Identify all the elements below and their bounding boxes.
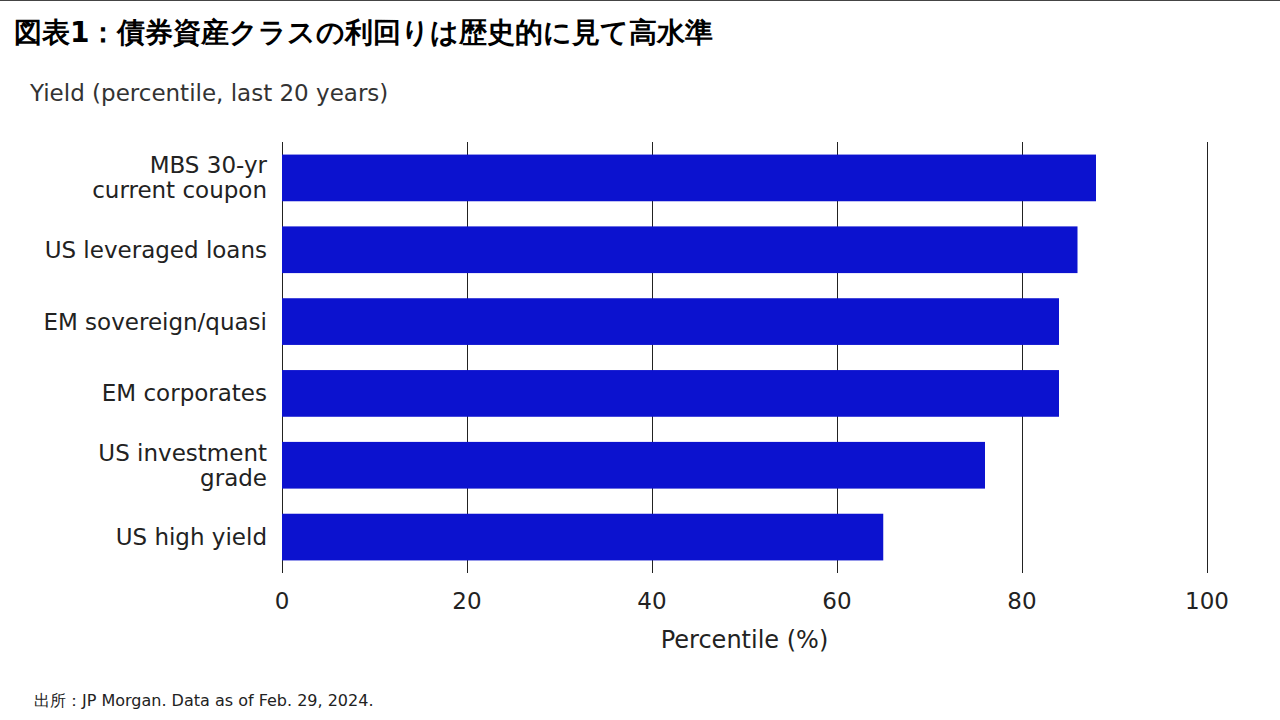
source-note: 出所：JP Morgan. Data as of Feb. 29, 2024. <box>34 691 373 710</box>
grid-line <box>1022 142 1023 573</box>
bars <box>282 155 1096 561</box>
x-axis-label: Percentile (%) <box>661 626 829 654</box>
bar <box>282 155 1096 202</box>
category-label: MBS 30-yrcurrent coupon <box>92 152 267 203</box>
tick-label: 60 <box>822 588 851 614</box>
axis-line <box>282 142 283 573</box>
grid <box>283 142 1208 573</box>
tick-label: 20 <box>452 588 481 614</box>
grid-line <box>837 142 838 573</box>
title: 図表1：債券資産クラスの利回りは歴史的に見て高水準 <box>14 16 713 49</box>
category-label: US leveraged loans <box>45 237 267 263</box>
grid-line <box>1207 142 1208 573</box>
grid-line <box>467 142 468 573</box>
category-label: US investmentgrade <box>98 440 267 491</box>
tick-label: 40 <box>637 588 666 614</box>
bar <box>282 514 883 561</box>
tick-label: 80 <box>1007 588 1036 614</box>
top-rule <box>0 0 1280 1</box>
category-label: EM corporates <box>102 380 267 406</box>
chart-container: 図表1：債券資産クラスの利回りは歴史的に見て高水準 Yield (percenti… <box>0 0 1280 720</box>
bar <box>282 370 1059 417</box>
subtitle: Yield (percentile, last 20 years) <box>29 80 388 106</box>
bar <box>282 442 985 489</box>
category-label: EM sovereign/quasi <box>43 309 267 335</box>
tick-label: 0 <box>275 588 290 614</box>
bar <box>282 298 1059 345</box>
grid-line <box>652 142 653 573</box>
bar <box>282 226 1078 273</box>
chart-svg: 図表1：債券資産クラスの利回りは歴史的に見て高水準 Yield (percenti… <box>0 0 1280 720</box>
category-label: US high yield <box>116 524 267 550</box>
grid-line <box>282 142 283 573</box>
tick-label: 100 <box>1185 588 1229 614</box>
